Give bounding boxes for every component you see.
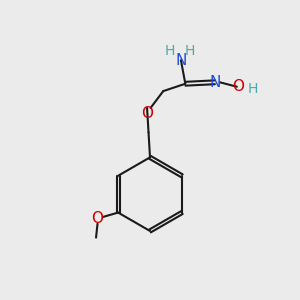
Text: O: O: [92, 211, 104, 226]
Text: H: H: [248, 82, 258, 96]
Text: H: H: [165, 44, 175, 58]
Text: H: H: [184, 44, 195, 58]
Text: O: O: [232, 79, 244, 94]
Text: N: N: [175, 53, 187, 68]
Text: O: O: [141, 106, 153, 121]
Text: N: N: [209, 75, 220, 90]
